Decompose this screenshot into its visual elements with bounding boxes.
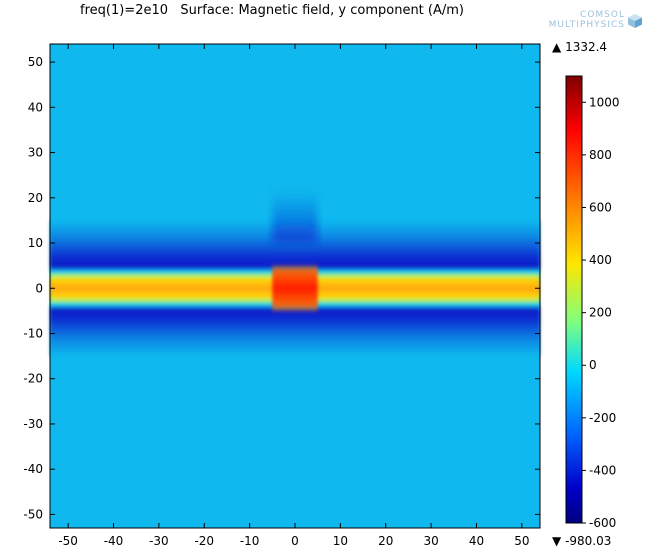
y-tick-label: -10: [23, 326, 43, 340]
logo-cube-icon: [628, 14, 642, 28]
x-tick-label: 10: [333, 534, 348, 548]
plot-title: freq(1)=2e10 Surface: Magnetic field, y …: [80, 3, 464, 18]
max-triangle-icon: ▲: [552, 40, 562, 54]
y-tick-label: 10: [28, 236, 43, 250]
colorbar-tick-label: 1000: [589, 95, 620, 109]
logo-line1: COMSOL: [580, 10, 625, 20]
x-tick-label: 20: [378, 534, 393, 548]
colorbar-tick-label: 400: [589, 253, 612, 267]
x-tick-label: 30: [423, 534, 438, 548]
x-tick-label: -20: [194, 534, 214, 548]
colorbar-tick-label: 800: [589, 148, 612, 162]
y-tick-label: 50: [28, 55, 43, 69]
colorbar-min-label: ▼ -980.03: [552, 534, 611, 548]
y-tick-label: 0: [35, 281, 43, 295]
y-tick-label: 20: [28, 191, 43, 205]
x-tick-label: -10: [240, 534, 260, 548]
center-hotspot: [272, 263, 318, 314]
colorbar-tick-label: -400: [589, 463, 616, 477]
y-tick-label: -40: [23, 462, 43, 476]
colorbar-tick-label: 600: [589, 200, 612, 214]
colorbar-min-value: -980.03: [565, 534, 612, 548]
y-tick-label: 40: [28, 100, 43, 114]
colorbar-max-label: ▲ 1332.4: [552, 40, 607, 54]
comsol-logo: COMSOL MULTIPHYSICS: [530, 10, 655, 36]
y-tick-label: -20: [23, 372, 43, 386]
x-tick-label: -40: [104, 534, 124, 548]
x-tick-label: 40: [469, 534, 484, 548]
y-tick-label: -50: [23, 507, 43, 521]
x-tick-label: 0: [291, 534, 299, 548]
min-triangle-icon: ▼: [552, 534, 562, 548]
colorbar-tick-label: -600: [589, 516, 616, 530]
y-tick-label: -30: [23, 417, 43, 431]
colorbar-tick-label: -200: [589, 411, 616, 425]
x-tick-label: 50: [514, 534, 529, 548]
negative-lobe-upper: [272, 188, 318, 244]
logo-line2: MULTIPHYSICS: [548, 20, 625, 30]
x-tick-label: -50: [58, 534, 78, 548]
colorbar: [565, 75, 583, 524]
colorbar-tick-label: 200: [589, 306, 612, 320]
colorbar-tick-label: 0: [589, 358, 597, 372]
y-tick-label: 30: [28, 146, 43, 160]
colorbar-max-value: 1332.4: [565, 40, 608, 54]
x-tick-label: -30: [149, 534, 169, 548]
